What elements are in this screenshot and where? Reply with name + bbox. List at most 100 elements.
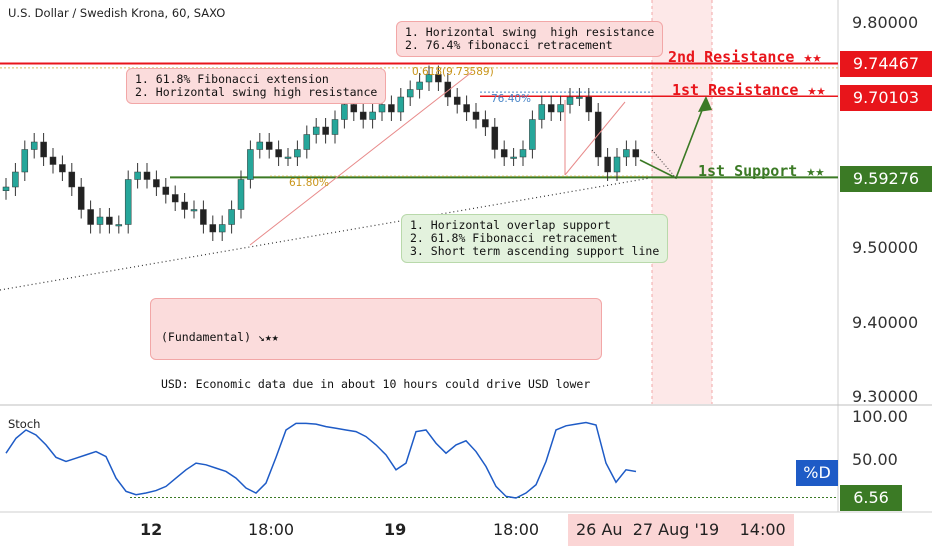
- candle-body: [284, 156, 292, 159]
- candle-body: [341, 104, 348, 120]
- stoch-d-tag: %D: [796, 460, 838, 486]
- candle-body: [115, 224, 123, 227]
- candle-body: [416, 81, 423, 90]
- candle-body: [397, 96, 405, 113]
- price-tag-resistance-1: 9.70103: [840, 85, 932, 111]
- candle-body: [2, 186, 10, 191]
- note-fundamental: (Fundamental) ↘★★ USD: Economic data due…: [150, 298, 602, 391]
- price-tag-resistance-2: 9.74467: [840, 51, 932, 77]
- candle-body: [181, 201, 188, 210]
- candle-body: [529, 119, 536, 150]
- note-top-resistance: 1. Horizontal swing high resistance 2. 7…: [396, 21, 664, 57]
- candle-body: [294, 149, 301, 158]
- candle-body: [256, 141, 264, 150]
- candle-body: [369, 111, 376, 120]
- candle-body: [557, 104, 564, 113]
- candle-body: [134, 171, 141, 180]
- candle-body: [472, 111, 480, 120]
- candle-body: [237, 179, 245, 210]
- candle-body: [632, 149, 640, 158]
- time-tick-1800-b: 18:00: [493, 520, 540, 539]
- candle-body: [510, 156, 517, 159]
- candle-body: [96, 216, 104, 225]
- candle-body: [350, 104, 358, 113]
- candle-body: [21, 149, 29, 173]
- candle-body: [153, 179, 160, 188]
- fundamental-body: USD: Economic data due in about 10 hours…: [161, 377, 591, 391]
- candle-body: [77, 186, 85, 210]
- price-tick-3: 9.40000: [852, 313, 919, 332]
- chart-title: U.S. Dollar / Swedish Krona, 60, SAXO: [8, 6, 226, 20]
- candle-body: [425, 74, 433, 83]
- candle-body: [218, 224, 226, 233]
- candle-body: [331, 119, 339, 135]
- support-1-label: 1st Support ★★: [698, 162, 825, 180]
- candle-body: [519, 149, 527, 158]
- fib-retr-leg: [564, 101, 626, 176]
- candle-body: [275, 149, 282, 158]
- candle-body: [143, 171, 151, 180]
- stoch-value-tag: 6.56: [840, 485, 902, 511]
- time-tick-1800-a: 18:00: [248, 520, 295, 539]
- candle-body: [312, 126, 320, 135]
- candle-body: [576, 96, 583, 99]
- candle-body: [87, 209, 94, 225]
- candle-body: [435, 74, 442, 83]
- price-tick-4: 9.30000: [852, 387, 919, 406]
- candle-body: [49, 156, 57, 165]
- candle-body: [453, 96, 461, 105]
- fib-ext-leg: [249, 71, 473, 246]
- stoch-label: Stoch: [8, 417, 41, 431]
- candle-body: [247, 149, 254, 180]
- candle-body: [228, 209, 235, 225]
- candle-body: [162, 186, 170, 195]
- candle-body: [124, 179, 132, 225]
- candle-body: [388, 104, 395, 113]
- candle-body: [500, 149, 508, 158]
- candle-body: [378, 104, 386, 113]
- time-tick-19: 19: [384, 520, 407, 539]
- candle-body: [585, 96, 593, 113]
- candle-body: [171, 194, 179, 203]
- price-tick-2: 9.50000: [852, 238, 919, 257]
- candle-body: [547, 104, 555, 113]
- candle-body: [359, 111, 367, 120]
- fib-618-label: 61.80%: [289, 177, 330, 189]
- projection-dotted: [651, 149, 677, 179]
- candle-body: [190, 209, 198, 212]
- candle-body: [106, 216, 113, 225]
- candle-body: [613, 156, 621, 173]
- stoch-tick-100: 100.00: [852, 407, 908, 426]
- note-support: 1. Horizontal overlap support 2. 61.8% F…: [401, 214, 669, 263]
- price-tick-1: 9.80000: [852, 13, 919, 32]
- candle-body: [40, 141, 47, 158]
- candle-body: [444, 81, 452, 98]
- time-tick-12: 12: [140, 520, 163, 539]
- fib-764-label: 76.40%: [491, 93, 532, 105]
- candle-body: [604, 156, 611, 173]
- candle-body: [538, 104, 546, 120]
- projection-arrowhead: [698, 96, 712, 112]
- resistance-2-label: 2nd Resistance ★★: [668, 48, 822, 66]
- fib-extension-label: 0.618(9.73589): [412, 66, 494, 78]
- candle-body: [265, 141, 273, 150]
- fundamental-title: (Fundamental) ↘★★: [161, 330, 279, 344]
- resistance-1-label: 1st Resistance ★★: [672, 81, 826, 99]
- candle-body: [209, 224, 217, 233]
- candle-body: [566, 96, 574, 105]
- candle-body: [200, 209, 207, 225]
- candle-body: [59, 164, 66, 173]
- candle-body: [12, 171, 19, 188]
- candle-body: [623, 149, 630, 158]
- candle-body: [491, 126, 499, 150]
- candle-body: [463, 104, 470, 113]
- note-left-resistance: 1. 61.8% Fibonacci extension 2. Horizont…: [126, 68, 387, 104]
- stoch-d-line: [5, 421, 637, 499]
- candle-body: [482, 119, 489, 128]
- candle-body: [406, 89, 414, 98]
- candle-body: [30, 141, 38, 150]
- candle-body: [322, 126, 329, 135]
- price-tag-support-1: 9.59276: [840, 166, 932, 192]
- time-highlight: 26 Au 27 Aug '19 14:00: [568, 514, 794, 546]
